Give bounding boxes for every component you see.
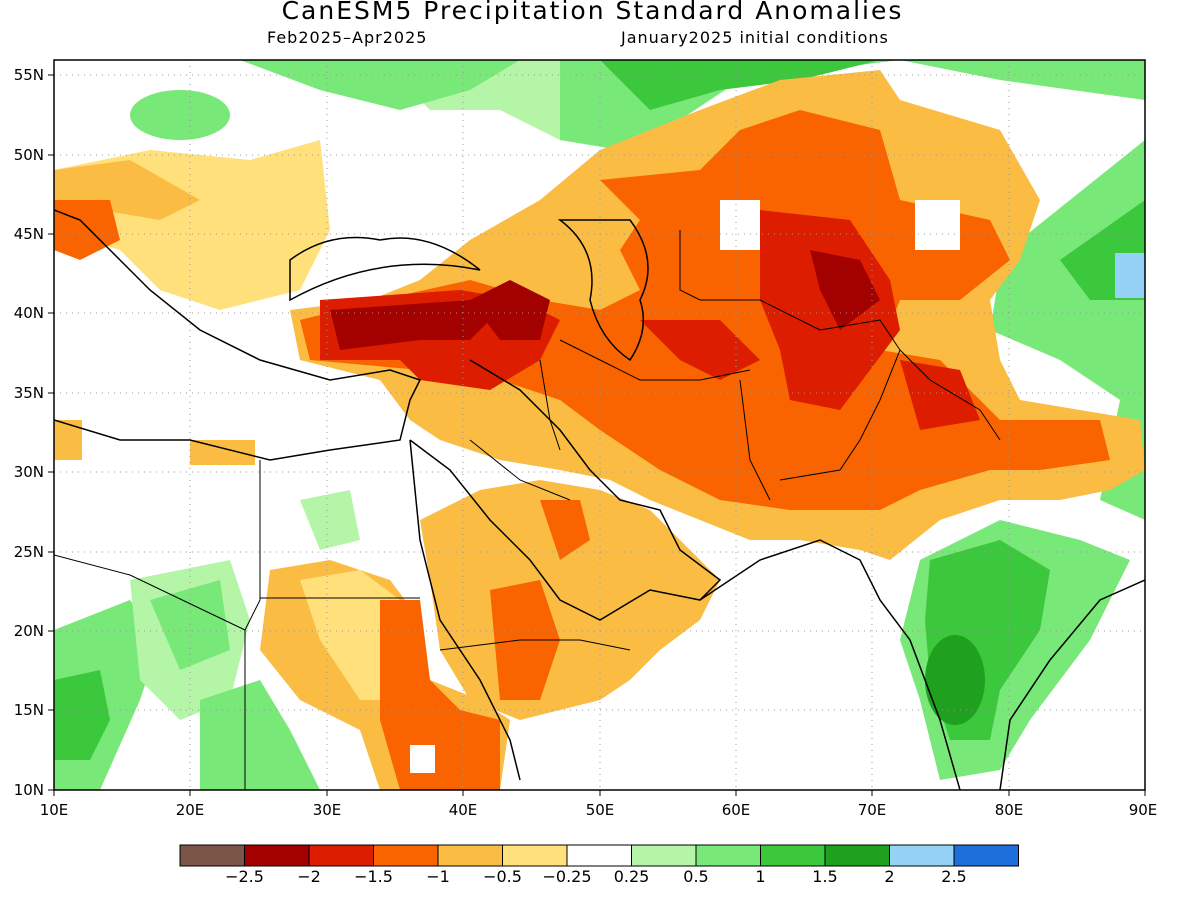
lat-label: 55N (14, 66, 44, 84)
longitude-labels: 10E 20E 30E 40E 50E 60E 70E 80E 90E (40, 801, 1158, 819)
anomaly-field (54, 60, 1145, 790)
map-title: CanESM5 Precipitation Standard Anomalies (281, 0, 904, 25)
colorbar-swatch (953, 844, 1019, 867)
colorbar-swatch (566, 844, 632, 867)
colorbar-swatch (179, 844, 245, 867)
colorbar-label: −2 (297, 867, 321, 886)
lon-label: 90E (1129, 801, 1158, 819)
tick-marks (48, 74, 1146, 796)
latitude-labels: 55N 50N 45N 40N 35N 30N 25N 20N 15N 10N (14, 66, 44, 799)
colorbar-swatch (889, 844, 955, 867)
forecast-period: Feb2025–Apr2025 (267, 28, 428, 47)
lon-label: 10E (40, 801, 69, 819)
lat-label: 35N (14, 384, 44, 402)
colorbar-label: 2 (884, 867, 895, 886)
lon-label: 20E (176, 801, 205, 819)
colorbar-swatch (308, 844, 374, 867)
country-borders (54, 230, 1001, 790)
colorbar-label: −1.5 (354, 867, 393, 886)
colorbar-label: −1 (426, 867, 450, 886)
colorbar-label: −0.5 (483, 867, 522, 886)
colorbar-label: 0.25 (613, 867, 650, 886)
colorbar-label: 1 (755, 867, 766, 886)
colorbar-swatch (824, 844, 890, 867)
lat-label: 15N (14, 701, 44, 719)
lat-label: 40N (14, 304, 44, 322)
lat-label: 10N (14, 781, 44, 799)
lat-label: 20N (14, 622, 44, 640)
colorbar-label: −2.5 (225, 867, 264, 886)
colorbar-swatch (760, 844, 826, 867)
lon-label: 80E (995, 801, 1024, 819)
lon-label: 30E (313, 801, 342, 819)
colorbar-label: −0.25 (542, 867, 592, 886)
colorbar-swatch (437, 844, 503, 867)
colorbar-label: 1.5 (812, 867, 838, 886)
lat-label: 25N (14, 543, 44, 561)
lat-label: 30N (14, 463, 44, 481)
lon-label: 50E (586, 801, 615, 819)
lat-label: 50N (14, 146, 44, 164)
colorbar-swatch (631, 844, 697, 867)
colorbar-swatch (244, 844, 310, 867)
colorbar-swatch (502, 844, 568, 867)
lon-label: 40E (449, 801, 478, 819)
lon-label: 60E (722, 801, 751, 819)
colorbar-swatch (695, 844, 761, 867)
colorbar (179, 844, 1019, 867)
lon-label: 70E (858, 801, 887, 819)
initial-conditions: January2025 initial conditions (621, 28, 889, 47)
colorbar-label: 0.5 (683, 867, 709, 886)
colorbar-label: 2.5 (941, 867, 967, 886)
coastlines (54, 209, 1145, 790)
colorbar-swatch (373, 844, 439, 867)
lat-label: 45N (14, 225, 44, 243)
